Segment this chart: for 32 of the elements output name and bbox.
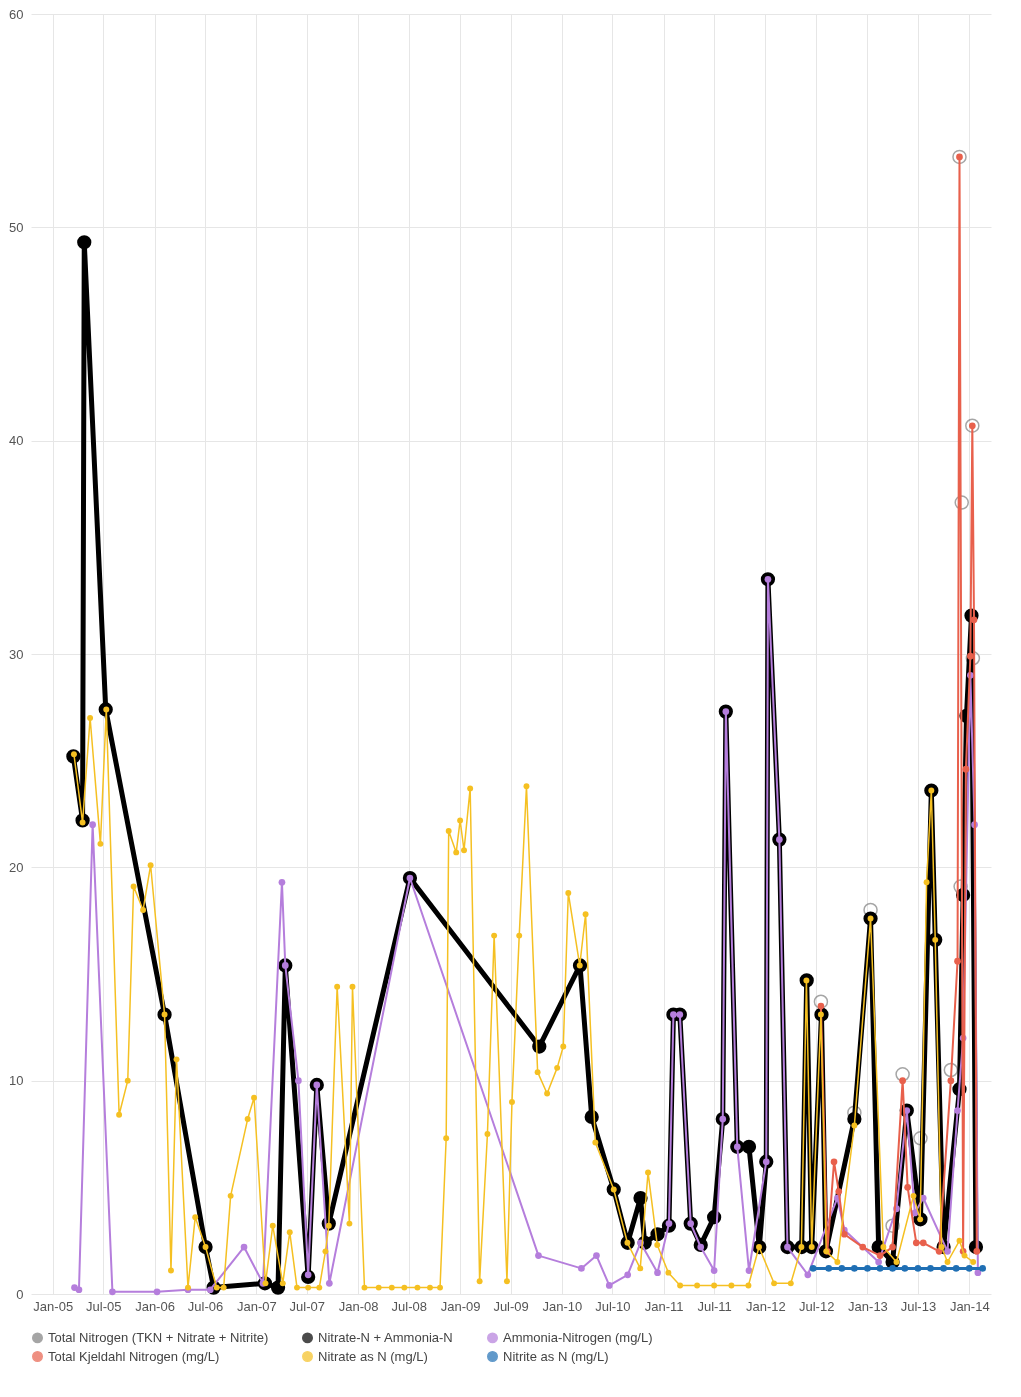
x-tick-label: Jan-12 [746,1298,786,1314]
legend-label: Total Kjeldahl Nitrogen (mg/L) [48,1348,220,1364]
legend-label: Nitrite as N (mg/L) [503,1348,609,1364]
y-tick-label: 30 [9,646,24,662]
y-tick-label: 50 [9,219,24,235]
y-tick-label: 10 [9,1073,24,1089]
x-tick-label: Jan-06 [135,1298,175,1314]
x-tick-label: Jul-11 [697,1298,732,1314]
y-tick-label: 0 [16,1286,24,1302]
x-tick-label: Jul-10 [595,1298,631,1314]
y-tick-label: 40 [9,433,24,449]
x-tick-label: Jul-13 [900,1298,937,1314]
x-tick-label: Jan-10 [542,1298,583,1314]
x-tick-label: Jul-07 [289,1298,325,1314]
x-tick-label: Jan-14 [949,1298,990,1314]
x-tick-label: Jan-07 [236,1298,277,1314]
legend-label: Nitrate-N + Ammonia-N [318,1329,453,1345]
x-tick-label: Jan-11 [644,1298,684,1314]
x-tick-label: Jul-09 [493,1298,529,1314]
legend-label: Ammonia-Nitrogen (mg/L) [503,1329,653,1345]
y-tick-label: 60 [9,6,24,22]
legend-label: Total Nitrogen (TKN + Nitrate + Nitrite) [48,1329,269,1345]
x-tick-label: Jan-05 [33,1298,74,1314]
x-tick-label: Jul-06 [187,1298,224,1314]
x-tick-label: Jul-08 [391,1298,428,1314]
legend-label: Nitrate as N (mg/L) [318,1348,428,1364]
x-tick-label: Jan-09 [440,1298,481,1314]
y-tick-label: 20 [9,859,24,875]
x-tick-label: Jan-08 [338,1298,379,1314]
x-tick-label: Jul-12 [798,1298,835,1314]
x-tick-label: Jul-05 [86,1298,122,1314]
x-tick-label: Jan-13 [848,1298,888,1314]
